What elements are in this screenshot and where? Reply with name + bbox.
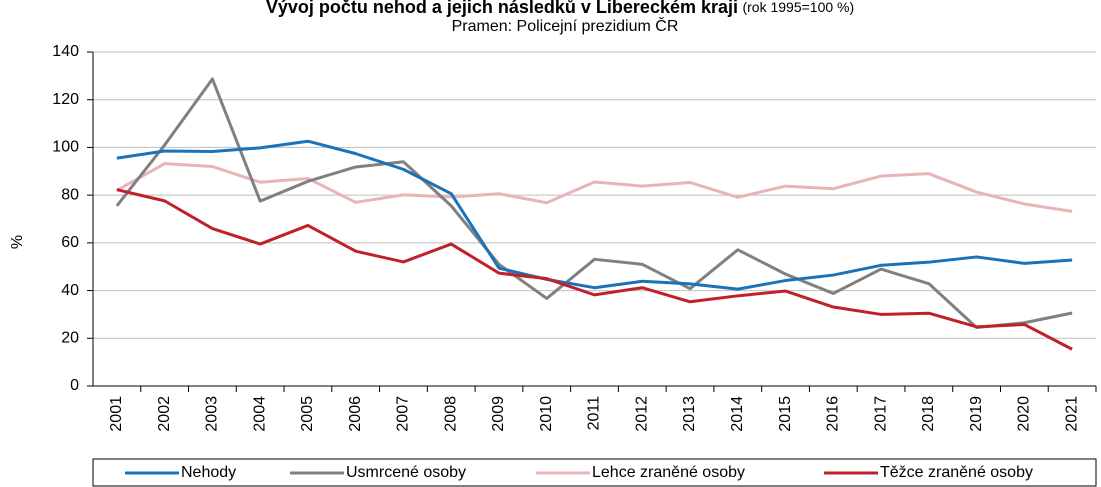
- legend-label: Lehce zraněné osoby: [592, 464, 745, 481]
- y-tick-label: 20: [61, 330, 79, 347]
- x-tick-label: 2016: [825, 396, 842, 432]
- chart-title: Vývoj počtu nehod a jejich následků v Li…: [266, 0, 854, 17]
- x-tick-label: 2005: [299, 396, 316, 432]
- series-line: [116, 162, 1073, 213]
- title-main: Vývoj počtu nehod a jejich následků v Li…: [266, 0, 738, 17]
- legend-box: [92, 458, 1097, 487]
- x-tick-label: 2014: [729, 396, 746, 432]
- legend-label: Těžce zraněné osoby: [880, 464, 1033, 481]
- x-tick-label: 2018: [920, 396, 937, 432]
- y-tick-label: 60: [61, 234, 79, 251]
- title-note: (rok 1995=100 %): [742, 0, 854, 15]
- series-line: [116, 188, 1073, 351]
- x-tick-label: 2012: [633, 396, 650, 432]
- x-tick-label: 2017: [872, 396, 889, 432]
- y-tick-label: 140: [52, 43, 79, 60]
- y-tick-label: 40: [61, 282, 79, 299]
- x-tick-label: 2015: [777, 396, 794, 432]
- series-line: [116, 139, 1073, 291]
- x-tick-label: 2006: [347, 396, 364, 432]
- series-line: [115, 77, 1073, 330]
- x-tick-label: 2003: [204, 396, 221, 432]
- x-tick-label: 2019: [968, 396, 985, 432]
- x-tick-label: 2020: [1016, 396, 1033, 432]
- x-tick-label: 2021: [1063, 396, 1080, 432]
- y-axis-label: %: [9, 235, 26, 249]
- y-tick-label: 100: [52, 139, 79, 156]
- x-tick-label: 2011: [586, 396, 603, 431]
- x-tick-label: 2001: [108, 396, 125, 432]
- y-tick-label: 80: [61, 186, 79, 203]
- legend-label: Nehody: [181, 464, 236, 481]
- chart-subtitle: Pramen: Policejní prezidium ČR: [452, 16, 679, 35]
- legend-label: Usmrcené osoby: [346, 464, 466, 481]
- x-tick-label: 2010: [538, 396, 555, 432]
- x-tick-label: 2004: [251, 396, 268, 432]
- x-tick-label: 2007: [395, 396, 412, 432]
- y-tick-label: 120: [52, 91, 79, 108]
- x-tick-label: 2013: [681, 396, 698, 432]
- x-tick-label: 2008: [442, 396, 459, 432]
- x-tick-label: 2009: [490, 396, 507, 432]
- x-tick-label: 2002: [156, 396, 173, 432]
- y-tick-label: 0: [70, 377, 79, 394]
